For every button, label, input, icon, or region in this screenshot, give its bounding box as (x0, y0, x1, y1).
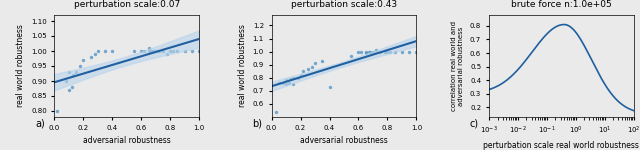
Point (288, 83, 298, 86)
Point (180, 50, 190, 52)
Point (412, 50, 422, 53)
Point (90, 53, 100, 55)
Point (365, 50, 375, 53)
Point (356, 50, 367, 53)
Point (346, 54, 356, 57)
Point (288, 76, 298, 79)
Point (353, 50, 364, 53)
Point (165, 50, 175, 52)
Point (278, 82, 288, 84)
Title: perturbation scale:0.43: perturbation scale:0.43 (291, 0, 397, 9)
Point (154, 50, 164, 52)
Text: a): a) (35, 118, 45, 129)
Point (52, 110, 63, 112)
Point (310, 62, 320, 65)
Point (68, 74, 78, 76)
Point (86, 56, 96, 58)
Point (274, 82, 284, 84)
Point (285, 78, 296, 80)
Point (187, 50, 197, 52)
Point (147, 50, 157, 52)
Point (284, 82, 294, 84)
Point (390, 50, 400, 53)
X-axis label: adversarial robustness: adversarial robustness (300, 136, 388, 145)
Point (371, 49, 381, 51)
Point (360, 52, 371, 54)
Point (368, 50, 378, 53)
Point (281, 83, 291, 86)
Point (296, 74, 306, 76)
Point (385, 50, 396, 53)
Point (139, 50, 149, 52)
Point (172, 50, 182, 52)
Text: b): b) (252, 118, 262, 129)
Point (93, 50, 103, 52)
Point (303, 67, 313, 70)
X-axis label: perturbation scale real world robustness: perturbation scale real world robustness (483, 141, 639, 150)
Point (76, 65, 86, 67)
Point (64, 89, 74, 91)
Title: perturbation scale:0.07: perturbation scale:0.07 (74, 0, 180, 9)
Y-axis label: correlation real world and
adversarial robustness: correlation real world and adversarial r… (451, 21, 465, 111)
Point (194, 50, 204, 52)
Point (382, 50, 392, 53)
Point (71, 71, 81, 73)
Y-axis label: real world robustness: real world robustness (17, 25, 26, 107)
Point (150, 50, 161, 52)
Point (360, 50, 371, 53)
Point (61, 80, 71, 82)
Point (129, 50, 139, 52)
X-axis label: adversarial robustness: adversarial robustness (83, 136, 171, 145)
Point (148, 50, 158, 52)
Point (380, 50, 390, 53)
Point (78, 59, 88, 61)
Point (271, 111, 281, 113)
Point (364, 50, 374, 53)
Point (375, 50, 385, 53)
Point (162, 53, 172, 55)
Point (404, 50, 414, 53)
Point (158, 50, 168, 52)
Point (64, 71, 74, 73)
Point (397, 50, 407, 53)
Point (298, 70, 308, 72)
Point (100, 50, 110, 52)
Point (143, 47, 154, 49)
Point (67, 86, 77, 88)
Point (136, 50, 147, 52)
Text: c): c) (470, 118, 479, 129)
Point (143, 50, 154, 52)
Point (107, 50, 118, 52)
Point (307, 66, 317, 69)
Point (324, 86, 335, 88)
Point (168, 50, 179, 52)
Point (281, 79, 291, 82)
Point (317, 60, 328, 62)
Point (292, 76, 303, 79)
Y-axis label: real world robustness: real world robustness (238, 25, 247, 107)
Point (56, 119, 67, 121)
Title: brute force n:1.0e+05: brute force n:1.0e+05 (511, 0, 612, 9)
